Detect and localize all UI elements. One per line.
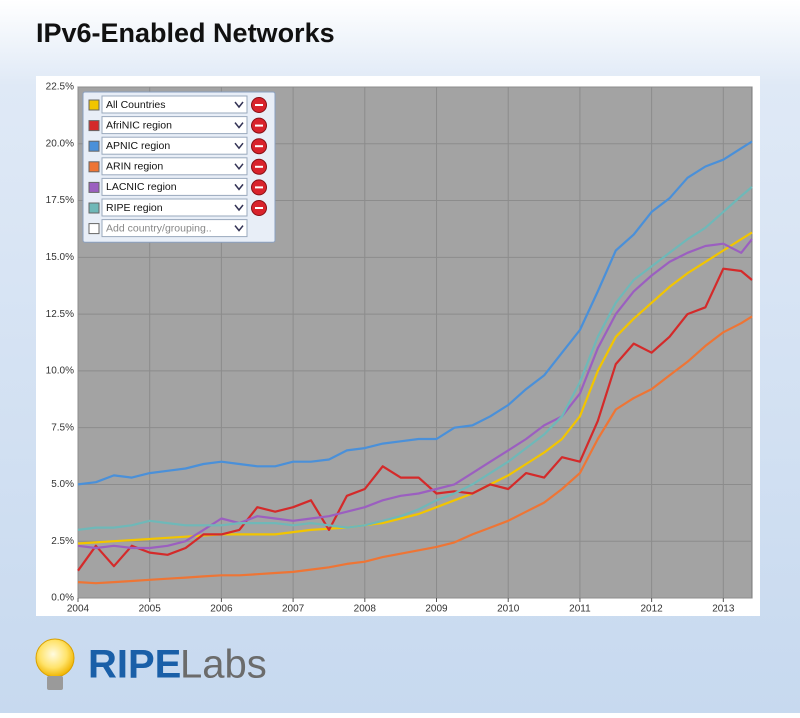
y-tick-label: 17.5% bbox=[46, 195, 74, 206]
x-tick-label: 2011 bbox=[569, 604, 591, 615]
y-tick-label: 12.5% bbox=[46, 309, 74, 320]
legend-label: RIPE region bbox=[106, 202, 163, 214]
legend-label: All Countries bbox=[106, 99, 166, 111]
dropdown-arrow bbox=[234, 183, 244, 191]
remove-icon bbox=[255, 104, 263, 106]
legend-select[interactable] bbox=[101, 116, 248, 135]
remove-icon bbox=[255, 165, 263, 168]
logo-light: Labs bbox=[180, 643, 267, 687]
x-tick-label: 2010 bbox=[497, 604, 520, 615]
remove-icon bbox=[255, 145, 263, 148]
series-line bbox=[77, 238, 753, 550]
legend-select[interactable] bbox=[101, 219, 248, 238]
series-line bbox=[77, 140, 753, 486]
remove-icon bbox=[255, 207, 263, 209]
y-tick-label: 15.0% bbox=[46, 252, 74, 263]
y-tick-label: 2.5% bbox=[51, 536, 74, 547]
y-tick-label: 20.0% bbox=[46, 138, 74, 149]
remove-icon bbox=[255, 186, 263, 189]
series-line bbox=[77, 267, 753, 572]
y-tick-label: 7.5% bbox=[51, 422, 74, 433]
x-tick-label: 2012 bbox=[640, 604, 663, 615]
chart-title: IPv6-Enabled Networks bbox=[36, 18, 335, 48]
logo-bold: RIPE bbox=[88, 643, 181, 687]
legend: All Countries AfriNIC region APNIC region A… bbox=[82, 91, 276, 243]
legend-select[interactable] bbox=[101, 136, 248, 155]
x-tick-label: 2013 bbox=[712, 604, 735, 615]
legend-swatch bbox=[88, 181, 100, 193]
legend-swatch bbox=[88, 161, 100, 173]
x-tick-label: 2004 bbox=[67, 604, 90, 615]
dropdown-arrow bbox=[234, 204, 244, 212]
legend-label: ARIN region bbox=[106, 161, 163, 173]
legend-label: LACNIC region bbox=[106, 181, 177, 193]
legend-placeholder: Add country/grouping.. bbox=[106, 222, 212, 234]
y-tick-label: 22.5% bbox=[46, 82, 74, 93]
y-tick-label: 10.0% bbox=[46, 366, 74, 377]
dropdown-arrow bbox=[234, 225, 244, 232]
remove-icon bbox=[255, 124, 263, 127]
y-tick-label: 5.0% bbox=[51, 479, 74, 490]
legend-swatch bbox=[88, 120, 100, 132]
dropdown-arrow bbox=[234, 101, 244, 109]
dropdown-arrow bbox=[234, 142, 244, 150]
legend-select[interactable] bbox=[101, 177, 248, 196]
x-tick-label: 2005 bbox=[139, 604, 162, 615]
dropdown-arrow bbox=[234, 122, 244, 129]
legend-label: AfriNIC region bbox=[106, 119, 172, 131]
legend-select[interactable] bbox=[101, 157, 248, 176]
x-tick-label: 2009 bbox=[425, 604, 448, 615]
x-tick-label: 2007 bbox=[282, 604, 305, 615]
legend-swatch bbox=[88, 223, 100, 235]
series-line bbox=[77, 186, 753, 531]
legend-select[interactable] bbox=[101, 95, 248, 114]
legend-label: APNIC region bbox=[106, 140, 170, 152]
bulb-base bbox=[47, 676, 63, 690]
legend-swatch bbox=[88, 140, 100, 152]
legend-swatch bbox=[88, 99, 100, 111]
legend-select[interactable] bbox=[101, 198, 248, 217]
legend-swatch bbox=[88, 202, 100, 214]
logo: RIPE Labs bbox=[35, 638, 267, 690]
bulb-icon bbox=[35, 638, 75, 678]
x-tick-label: 2006 bbox=[210, 604, 233, 615]
dropdown-arrow bbox=[234, 163, 244, 171]
y-tick-label: 0.0% bbox=[51, 593, 74, 604]
x-tick-label: 2008 bbox=[354, 604, 377, 615]
series-line bbox=[77, 315, 753, 585]
